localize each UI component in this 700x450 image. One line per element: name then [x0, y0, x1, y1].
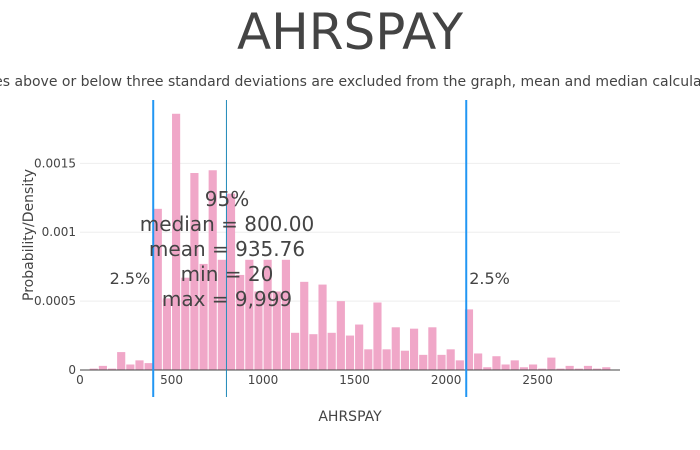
x-axis: 0 500 1000 1500 2000 2500: [76, 369, 620, 387]
histogram-bar: [181, 277, 190, 370]
summary-annotation: max = 9,999: [162, 287, 292, 311]
histogram-bar: [364, 349, 373, 370]
histogram-bar: [327, 332, 336, 370]
summary-annotation: min = 20: [181, 262, 274, 286]
histogram-bar: [538, 368, 547, 370]
histogram-bar: [318, 284, 327, 370]
histogram-bar: [547, 357, 556, 370]
x-tick-label: 1500: [339, 373, 370, 387]
histogram-bar: [226, 193, 236, 370]
histogram-bars: [89, 113, 611, 370]
summary-annotation: mean = 935.76: [149, 237, 305, 261]
histogram-bar: [355, 324, 364, 370]
histogram-bar: [382, 349, 391, 370]
lower-tail-percent-label: 2.5%: [110, 269, 151, 288]
histogram-bar: [208, 170, 217, 370]
histogram-bar: [153, 208, 162, 370]
x-tick-label: 0: [76, 373, 84, 387]
y-tick-label: 0.0015: [34, 156, 76, 170]
histogram-bar: [446, 349, 455, 370]
histogram-bar: [309, 334, 318, 370]
histogram-bar: [428, 327, 437, 370]
chart-title: AHRSPAY: [236, 3, 464, 61]
histogram-bar: [245, 259, 254, 370]
histogram-bar: [336, 301, 345, 370]
histogram-bar: [89, 368, 98, 370]
histogram-bar: [474, 353, 483, 370]
x-tick-label: 500: [160, 373, 183, 387]
histogram-bar: [565, 365, 574, 370]
histogram-bar: [419, 354, 428, 370]
histogram-bar: [291, 332, 300, 370]
x-tick-label: 2000: [431, 373, 462, 387]
y-tick-label: 0.0005: [34, 294, 76, 308]
histogram-bar: [400, 350, 409, 370]
histogram-bar: [583, 365, 593, 370]
histogram-bar: [254, 291, 263, 370]
histogram-bar: [345, 335, 355, 370]
histogram-bar: [126, 364, 135, 370]
histogram-bar: [144, 363, 153, 370]
histogram-bar: [272, 291, 281, 370]
histogram-bar: [107, 368, 117, 370]
x-axis-title: AHRSPAY: [318, 409, 382, 425]
histogram-bar: [236, 274, 245, 370]
chart-subtitle: Values above or below three standard dev…: [0, 74, 700, 90]
histogram-bar: [464, 309, 474, 370]
x-tick-label: 1000: [248, 373, 279, 387]
subtitle-container: Values above or below three standard dev…: [0, 72, 700, 96]
histogram-bar: [519, 367, 528, 370]
histogram-bar: [602, 367, 611, 370]
histogram-bar: [593, 368, 602, 370]
summary-annotation: 95%: [205, 187, 249, 211]
histogram-bar: [409, 328, 419, 370]
upper-tail-percent-label: 2.5%: [469, 269, 510, 288]
histogram-bar: [556, 368, 565, 370]
y-tick-label: 0.001: [42, 225, 76, 239]
histogram-bar: [190, 173, 199, 370]
histogram-bar: [510, 360, 519, 370]
histogram-bar: [199, 263, 208, 370]
y-tick-label: 0: [68, 363, 76, 377]
histogram-bar: [263, 259, 272, 370]
y-axis-title: Probability/Density: [21, 169, 37, 301]
histogram-bar: [483, 367, 492, 370]
histogram-bar: [117, 352, 126, 370]
x-tick-label: 2500: [522, 373, 553, 387]
histogram-bar: [135, 360, 144, 370]
histogram-bar: [574, 368, 583, 370]
histogram-bar: [300, 281, 309, 370]
histogram-bar: [281, 259, 291, 370]
histogram-bar: [528, 364, 538, 370]
reference-lines: [152, 100, 468, 397]
y-axis: 0 0.0005 0.001 0.0015: [34, 156, 76, 377]
histogram-bar: [217, 259, 226, 370]
histogram-bar: [373, 302, 382, 370]
histogram-bar: [455, 360, 464, 370]
histogram-bar: [391, 327, 400, 370]
histogram-bar: [501, 364, 510, 370]
histogram-bar: [172, 113, 181, 370]
histogram-bar: [437, 354, 446, 370]
histogram-bar: [98, 365, 107, 370]
summary-annotation: median = 800.00: [140, 212, 314, 236]
histogram-bar: [492, 356, 501, 370]
histogram-bar: [162, 298, 172, 370]
